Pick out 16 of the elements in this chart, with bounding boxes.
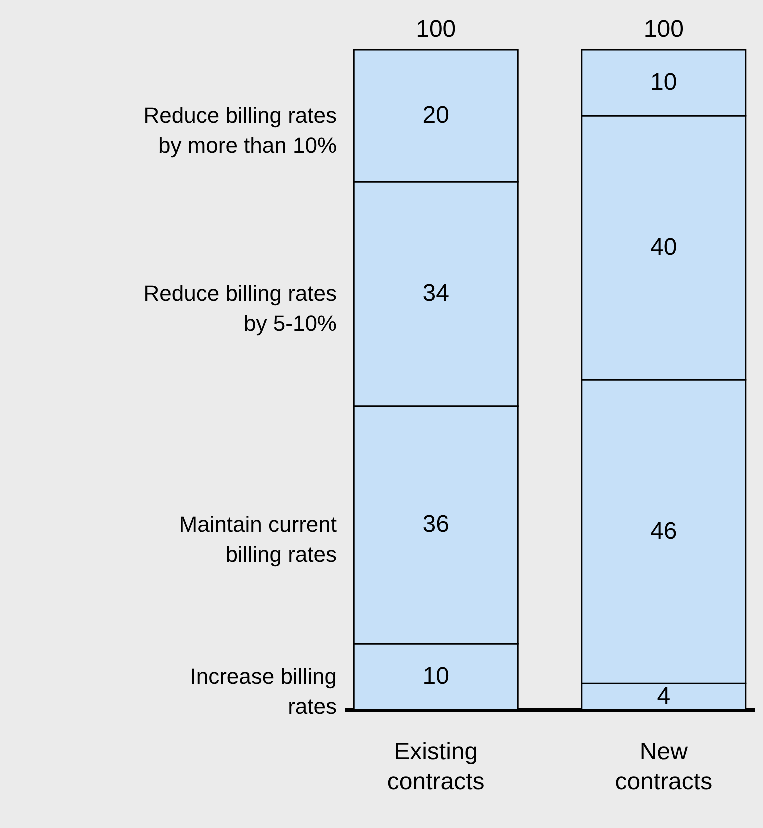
series-label: Increase billing rates [190,664,337,719]
series-label: Reduce billing rates by more than 10% [144,103,337,158]
data-label: 20 [422,102,450,129]
data-label: 10 [650,69,678,96]
data-label: 10 [422,663,450,690]
total-label: 100 [416,16,456,43]
series-label: Reduce billing rates by 5-10% [144,281,337,336]
data-label: 46 [650,518,678,545]
data-label: 36 [422,511,450,538]
x-tick-label: Existing contracts [387,738,485,796]
data-label: 34 [422,280,450,308]
x-tick-label: New contracts [615,738,713,796]
total-label: 100 [644,16,684,43]
data-label: 40 [650,234,678,261]
series-label: Maintain current billing rates [179,512,337,568]
data-label: 4 [657,682,671,710]
